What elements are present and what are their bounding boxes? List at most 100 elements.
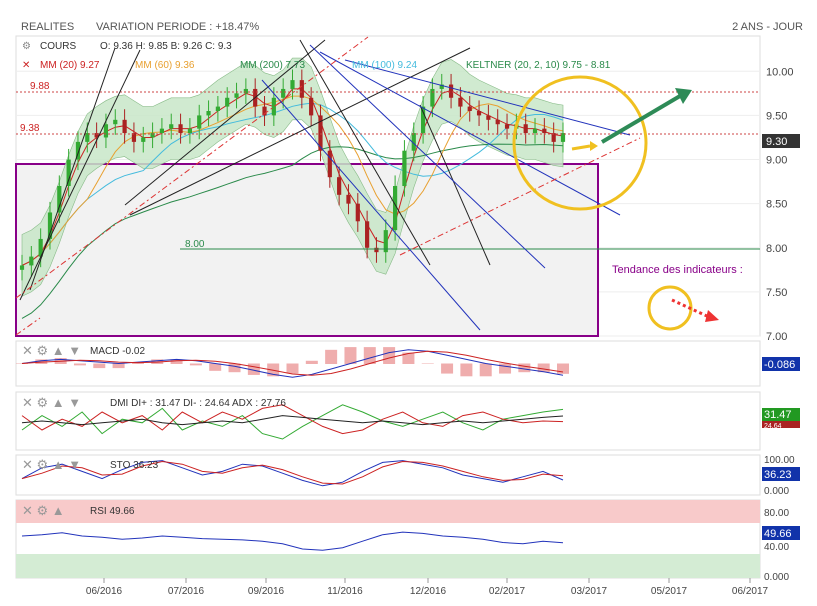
- rsi-overbought-zone: [16, 500, 760, 523]
- candle-body: [430, 88, 435, 107]
- candle-body: [187, 128, 192, 134]
- x-tick-label: 06/2016: [86, 586, 123, 597]
- red-dotted-arrow: [671, 298, 710, 319]
- level-938-label: 9.38: [20, 123, 40, 134]
- x-tick-label: 06/2017: [732, 586, 769, 597]
- candle-body: [122, 119, 127, 134]
- candle-body: [169, 124, 174, 129]
- candle-body: [66, 159, 71, 186]
- candle-body: [178, 124, 183, 134]
- macd-badge: [762, 357, 800, 371]
- candle-body: [542, 128, 547, 134]
- candle-body: [38, 238, 43, 257]
- candle-body: [327, 150, 332, 178]
- x-tick-label: 03/2017: [571, 586, 608, 597]
- candle-body: [309, 97, 314, 116]
- macd-hist-bar: [93, 363, 106, 369]
- candle-body: [197, 115, 202, 129]
- x-tick-label: 09/2016: [248, 586, 285, 597]
- candle-body: [495, 119, 500, 125]
- candle-body: [225, 97, 230, 107]
- level-988-label: 9.88: [30, 81, 50, 92]
- y-tick-label: 10.00: [766, 66, 794, 78]
- candle-body: [215, 106, 220, 111]
- candle-body: [113, 119, 118, 125]
- candle-body: [486, 115, 491, 120]
- candle-body: [346, 194, 351, 204]
- macd-hist-bar: [479, 363, 492, 377]
- candle-body: [337, 177, 342, 195]
- sto-d-line: [21, 460, 564, 485]
- macd-hist-bar: [344, 347, 357, 364]
- adx-line: [21, 415, 564, 426]
- period-label[interactable]: 2 ANS - JOUR: [732, 21, 803, 33]
- x-tick-label: 12/2016: [410, 586, 447, 597]
- x-tick-label: 05/2017: [651, 586, 688, 597]
- candle-body: [374, 247, 379, 253]
- di-plus-value: 31.47: [764, 409, 792, 421]
- candle-body: [448, 84, 454, 98]
- rsi-value: 49.66: [764, 528, 792, 540]
- rsi-tick-0: 0.000: [764, 572, 789, 583]
- svg-text:MM (20) 9.27: MM (20) 9.27: [40, 60, 100, 71]
- candle-body: [19, 265, 25, 270]
- candle-body: [290, 80, 295, 89]
- close-icon: ✕: [22, 60, 30, 71]
- red-dotted-arrow-head: [705, 310, 719, 322]
- candle-body: [560, 133, 566, 142]
- yellow-arrow: [571, 144, 591, 151]
- rsi-tools[interactable]: ✕ ⚙ ▲: [22, 503, 65, 518]
- candle-body: [532, 128, 538, 134]
- di-minus-value: 24.64: [764, 423, 782, 430]
- svg-text:MM (60) 9.36: MM (60) 9.36: [135, 60, 195, 71]
- candle-body: [383, 230, 388, 253]
- svg-text:KELTNER (20, 2, 10) 9.75 - 8.: KELTNER (20, 2, 10) 9.75 - 8.81: [466, 60, 611, 71]
- candle-body: [504, 124, 510, 129]
- highlight-circle-large: [512, 75, 648, 211]
- dmi-plus-line: [21, 404, 564, 440]
- macd-tools[interactable]: ✕ ⚙ ▲ ▼: [22, 343, 81, 358]
- macd-hist-bar: [228, 363, 241, 373]
- main-legend: ⚙ COURS O: 9.36 H: 9.85 B: 9.26 C: 9.3 ✕…: [22, 41, 611, 71]
- candle-body: [458, 97, 463, 107]
- green-trend-arrow: [600, 94, 682, 144]
- gear-icon: ⚙: [22, 41, 31, 52]
- rsi-line: [21, 531, 564, 551]
- macd-hist-bar: [363, 347, 376, 364]
- candle-body: [243, 88, 248, 94]
- macd-hist-bar: [537, 363, 550, 373]
- rsi-tick-80: 80.00: [764, 508, 789, 519]
- rsi-badge: [762, 526, 800, 540]
- candle-body: [411, 133, 416, 151]
- macd-value: -0.086: [764, 359, 795, 371]
- candle-body: [234, 93, 239, 98]
- y-tick-label: 8.00: [766, 243, 787, 255]
- x-tick-label: 11/2016: [327, 586, 363, 597]
- variation-label: VARIATION PERIODE : +18.47%: [96, 21, 260, 33]
- sto-top-tick: 100.00: [764, 455, 795, 466]
- dmi-tools[interactable]: ✕ ⚙ ▲ ▼: [22, 395, 81, 410]
- rsi-oversold-zone: [16, 554, 760, 578]
- macd-hist-bar: [518, 363, 531, 373]
- candle-body: [29, 256, 34, 266]
- macd-hist-bar: [73, 363, 86, 366]
- sto-badge: [762, 467, 800, 481]
- sto-label: STO 36.23: [110, 460, 159, 471]
- mm200-line: [21, 143, 564, 319]
- candle-body: [476, 111, 482, 116]
- candle-body: [262, 106, 267, 116]
- di-plus-badge: [762, 408, 800, 421]
- rsi-label: RSI 49.66: [90, 506, 135, 517]
- candle-body: [141, 137, 146, 142]
- dmi-minus-line: [21, 404, 564, 435]
- sto-tools[interactable]: ✕ ⚙ ▲ ▼: [22, 457, 81, 472]
- candle-body: [57, 186, 62, 213]
- level-800-label: 8.00: [185, 239, 205, 250]
- tendance-label: Tendance des indicateurs :: [612, 264, 743, 276]
- macd-hist-bar: [112, 363, 125, 369]
- candle-body: [75, 141, 81, 160]
- macd-hist-bar: [421, 363, 434, 364]
- candle-body: [393, 186, 398, 231]
- macd-label: MACD -0.02: [90, 346, 145, 357]
